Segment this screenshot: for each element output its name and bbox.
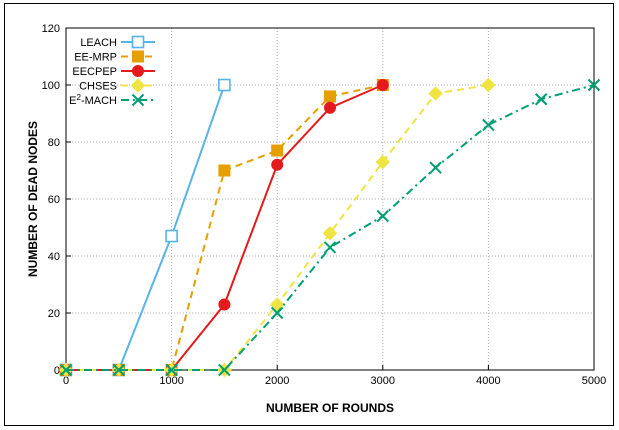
data-point: [481, 77, 496, 93]
y-tick-label: 0: [54, 365, 60, 377]
data-point: [131, 35, 145, 49]
legend-item: LEACH: [80, 35, 155, 49]
y-tick-label: 20: [48, 308, 60, 320]
data-point: [112, 363, 126, 377]
data-point: [271, 158, 284, 171]
x-tick-label: 4000: [476, 375, 500, 387]
data-point: [165, 363, 178, 377]
legend-label: EECPEP: [72, 66, 117, 78]
x-tick-label: 1000: [159, 375, 183, 387]
data-point: [323, 241, 337, 254]
legend-item: EE-MRP: [74, 50, 155, 64]
y-tick-label: 40: [48, 251, 60, 263]
data-point: [376, 209, 390, 223]
data-series: [58, 77, 601, 378]
x-tick-label: 0: [63, 375, 69, 387]
data-point: [218, 363, 231, 377]
data-point: [534, 93, 548, 106]
series: [60, 79, 389, 376]
data-point: [132, 50, 144, 63]
legend-label: LEACH: [80, 37, 117, 49]
data-point: [271, 144, 284, 157]
series: [60, 79, 389, 376]
legend-item: E2-MACH: [69, 93, 155, 108]
data-point: [376, 79, 389, 91]
y-axis-title: NUMBER OF DEAD NODES: [26, 121, 40, 277]
data-point: [270, 306, 284, 320]
data-point: [130, 78, 146, 93]
x-axis-title: NUMBER OF ROUNDS: [266, 401, 394, 415]
y-tick-label: 60: [48, 194, 60, 206]
data-point: [324, 101, 336, 114]
x-tick-label: 3000: [371, 375, 395, 387]
data-point: [322, 225, 338, 241]
data-point: [131, 93, 145, 107]
series: [59, 78, 601, 377]
data-point: [324, 90, 336, 103]
data-point: [165, 229, 178, 243]
y-tick-label: 80: [48, 137, 60, 149]
legend-item: CHSES: [79, 78, 155, 93]
series-line: [66, 84, 595, 371]
data-point: [59, 363, 73, 377]
data-point: [482, 118, 495, 132]
y-tick-label: 100: [42, 80, 60, 92]
data-point: [428, 86, 443, 101]
grid-lines: [66, 28, 594, 370]
data-point: [218, 78, 231, 92]
y-tick-label: 120: [42, 23, 60, 35]
data-point: [429, 161, 442, 174]
data-point: [269, 297, 285, 312]
series: [59, 78, 231, 377]
x-tick-label: 2000: [265, 375, 289, 387]
legend-label: CHSES: [79, 81, 117, 93]
axis-ticks: 0 1000 2000 3000 4000 5000 0 20 40 60 80 100 120: [42, 23, 607, 387]
x-tick-label: 5000: [582, 375, 606, 387]
figure-frame: [4, 3, 614, 426]
data-point: [587, 78, 601, 92]
data-point: [218, 298, 231, 311]
legend-label: E2-MACH: [69, 93, 117, 108]
legend-label: EE-MRP: [74, 52, 117, 64]
series-line: [66, 84, 226, 371]
legend-item: EECPEP: [72, 65, 155, 78]
data-point: [132, 65, 144, 77]
data-point: [375, 154, 391, 170]
data-point: [218, 164, 231, 177]
